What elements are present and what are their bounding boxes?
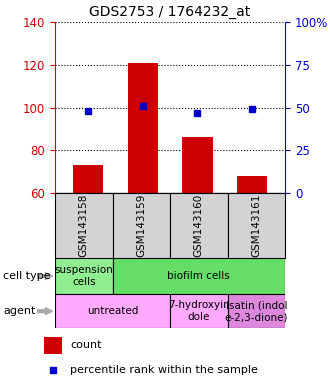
Bar (113, 193, 170, 258)
Text: percentile rank within the sample: percentile rank within the sample (70, 364, 258, 375)
Bar (73, 166, 103, 193)
Text: count: count (70, 340, 102, 350)
Bar (237, 176, 267, 193)
Text: 7-hydroxyin
dole: 7-hydroxyin dole (168, 300, 230, 322)
Bar (55, 193, 113, 258)
Bar (44, 337, 62, 354)
Bar (228, 193, 285, 258)
Title: GDS2753 / 1764232_at: GDS2753 / 1764232_at (89, 5, 251, 20)
Bar (113, 258, 285, 294)
Text: isatin (indol
e-2,3-dione): isatin (indol e-2,3-dione) (225, 300, 288, 322)
Text: GSM143159: GSM143159 (136, 194, 147, 257)
Text: GSM143158: GSM143158 (79, 194, 89, 257)
Text: suspension
cells: suspension cells (54, 265, 113, 287)
Text: agent: agent (3, 306, 36, 316)
Bar (170, 193, 228, 258)
Bar (170, 294, 228, 328)
Bar (182, 137, 213, 193)
Bar (228, 294, 285, 328)
Bar (128, 63, 158, 193)
Text: cell type: cell type (3, 271, 51, 281)
Text: biofilm cells: biofilm cells (168, 271, 230, 281)
Text: untreated: untreated (87, 306, 138, 316)
Text: GSM143160: GSM143160 (194, 194, 204, 257)
Bar (55, 294, 170, 328)
Text: GSM143161: GSM143161 (251, 194, 261, 257)
Bar (55, 258, 113, 294)
